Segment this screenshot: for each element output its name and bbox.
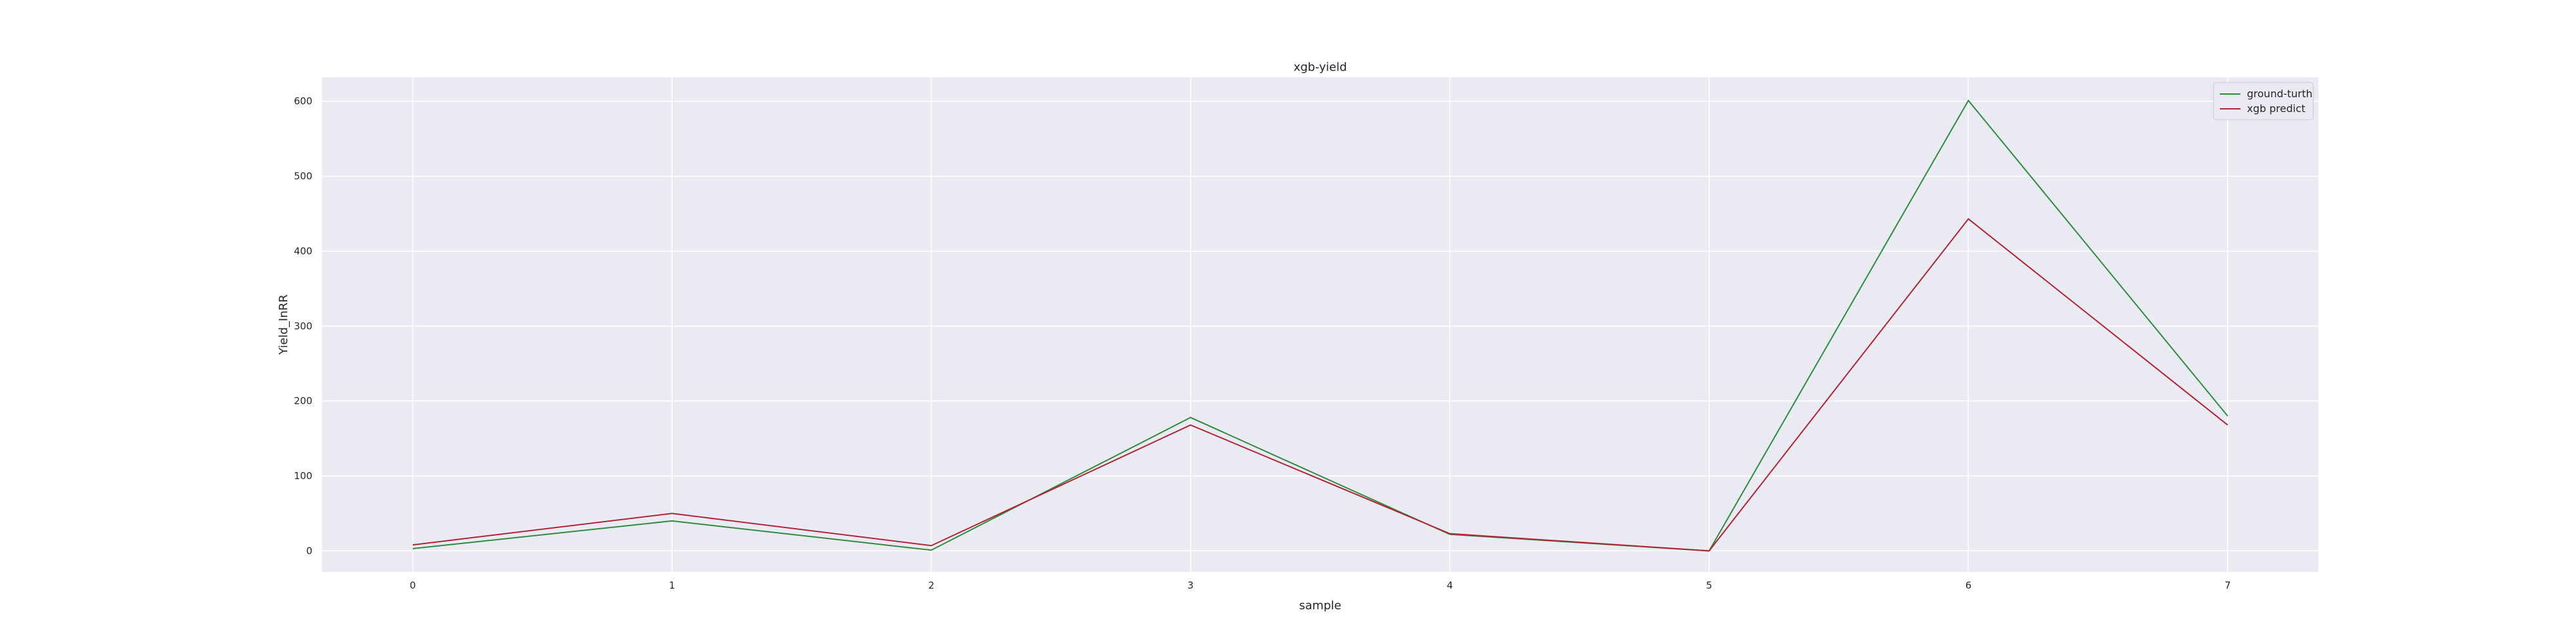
x-tick-label: 2 bbox=[928, 580, 934, 591]
y-tick-labels: 0 100 200 300 400 500 600 bbox=[294, 95, 312, 556]
series-line-ground-truth bbox=[412, 99, 2228, 552]
legend-label: xgb predict bbox=[2247, 102, 2306, 115]
y-axis-label: Yield_InRR bbox=[277, 294, 290, 355]
y-tick-label: 100 bbox=[294, 470, 312, 482]
chart-title: xgb-yield bbox=[1294, 61, 1347, 74]
x-tick-label: 6 bbox=[1965, 580, 1972, 591]
legend-label: ground-turth bbox=[2247, 88, 2313, 100]
x-tick-label: 1 bbox=[669, 580, 676, 591]
y-tick-label: 300 bbox=[294, 320, 312, 332]
x-tick-label: 4 bbox=[1447, 580, 1454, 591]
series-line-xgb-predict bbox=[412, 218, 2228, 552]
y-tick-label: 600 bbox=[294, 95, 312, 107]
legend: ground-turth xgb predict bbox=[2213, 82, 2314, 120]
x-tick-label: 0 bbox=[410, 580, 416, 591]
x-tick-label: 5 bbox=[1706, 580, 1712, 591]
x-tick-labels: 0 1 2 3 4 5 6 7 bbox=[410, 580, 2231, 591]
y-tick-label: 200 bbox=[294, 395, 312, 407]
x-tick-label: 7 bbox=[2224, 580, 2231, 591]
x-tick-label: 3 bbox=[1188, 580, 1194, 591]
y-tick-label: 500 bbox=[294, 171, 312, 182]
series-lines bbox=[412, 99, 2228, 552]
y-tick-label: 0 bbox=[306, 545, 312, 556]
x-axis-label: sample bbox=[1299, 599, 1341, 612]
legend-box bbox=[2213, 82, 2314, 120]
plot-area bbox=[322, 77, 2318, 572]
y-tick-label: 400 bbox=[294, 245, 312, 257]
grid bbox=[322, 77, 2318, 572]
